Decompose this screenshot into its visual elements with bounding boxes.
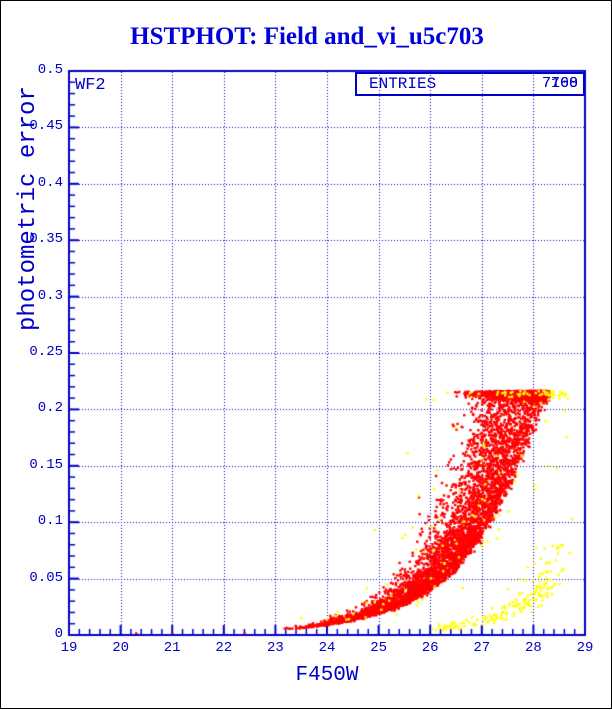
x-tick-label: 27	[473, 640, 491, 656]
y-tick-label: 0.5	[37, 62, 63, 78]
x-tick-label: 23	[266, 640, 284, 656]
y-tick-label: 0.1	[37, 513, 63, 530]
x-axis-title: F450W	[295, 664, 359, 687]
y-tick-label: 0.4	[37, 174, 63, 191]
entries-label: ENTRIES	[369, 75, 437, 93]
y-tick-label: 0.3	[37, 287, 63, 304]
y-tick-label: 0.35	[29, 231, 63, 248]
x-tick-label: 28	[524, 640, 542, 656]
y-tick-label: 0.2	[37, 400, 63, 417]
x-tick-label: 29	[576, 640, 594, 656]
x-tick-label: 25	[370, 640, 387, 656]
x-tick-label: 21	[163, 640, 181, 656]
x-tick-label: 22	[215, 640, 233, 656]
y-tick-label: 0.45	[29, 118, 63, 135]
y-tick-label: 0.15	[29, 456, 63, 473]
x-tick-label: 19	[60, 640, 78, 656]
y-tick-label: 0.25	[29, 344, 63, 360]
x-tick-label: 26	[421, 640, 439, 656]
x-tick-label: 24	[318, 640, 336, 656]
entries-value-1: 7700	[541, 75, 578, 92]
y-tick-label: 0.05	[29, 569, 63, 586]
entries-box: ENTRIES 7700 7168	[355, 72, 585, 96]
plot-title: HSTPHOT: Field and_vi_u5c703	[130, 23, 484, 50]
x-tick-label: 20	[112, 640, 129, 656]
y-tick-label: 0	[54, 626, 63, 642]
camera-chip-label: WF2	[75, 76, 106, 95]
entries-value-2: 7168	[541, 75, 578, 92]
